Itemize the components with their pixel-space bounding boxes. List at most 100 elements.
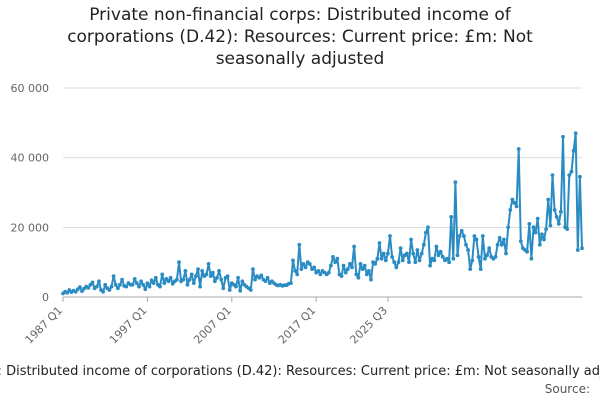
chart-title-line: seasonally adjusted [215,49,385,69]
data-point [510,197,515,202]
x-axis-ticks: 1987 Q1 1997 Q1 2007 Q1 2017 Q1 2025 Q3 [23,297,390,346]
data-point [253,277,257,282]
y-tick-label: 60 000 [11,82,50,95]
data-point [143,287,148,292]
data-point [462,234,466,238]
data-point [213,279,217,284]
data-point [512,201,517,205]
y-axis-ticks: 0 20 000 40 000 60 000 [11,82,50,304]
data-point [394,265,399,270]
data-point [118,282,122,287]
data-point [217,269,222,273]
data-point [297,242,302,247]
data-point [339,274,344,278]
data-point [373,262,378,266]
data-point [151,281,156,285]
data-point [116,286,120,291]
chart-title-line: Private non-financial corps: Distributed… [89,5,511,25]
data-point [307,262,312,266]
data-point [567,173,572,178]
data-point [445,256,449,261]
data-point [251,267,255,271]
data-point [335,256,340,261]
data-point [556,222,561,226]
data-point [333,260,338,265]
data-point [113,282,118,287]
data-point [544,227,548,232]
data-point [573,131,578,136]
data-point [326,270,331,275]
data-point [396,260,401,265]
data-point [86,286,91,290]
data-point [381,251,386,256]
data-point [407,260,411,265]
data-point [455,253,460,258]
data-point [466,248,470,252]
data-point [480,234,485,238]
data-point [424,230,428,235]
data-point [405,251,409,256]
data-point [390,255,394,259]
data-point [533,230,538,235]
data-point [299,267,304,271]
y-tick-label: 0 [42,291,49,304]
data-point [80,289,84,293]
data-point [293,269,297,273]
data-point [221,286,226,291]
data-point [476,255,481,259]
data-point [331,255,335,259]
data-point [362,263,367,268]
data-point [170,281,175,286]
data-point [168,275,173,280]
chart-title-line: corporations (D.42): Resources: Current … [67,27,533,47]
data-point [78,285,82,290]
data-point [185,282,190,287]
data-point [160,272,165,277]
gridlines [63,87,582,228]
data-point [130,282,135,287]
data-point [426,225,430,230]
data-point [90,280,95,285]
data-point [316,269,321,273]
data-point [529,256,534,261]
data-point [356,275,361,280]
data-point [238,288,243,293]
data-point [101,289,105,294]
data-point [428,263,432,268]
data-point [415,248,420,252]
data-point [386,251,390,256]
y-tick-label: 20 000 [11,221,50,234]
data-point [134,281,139,285]
data-point [352,244,356,249]
data-point [438,249,443,254]
data-point [516,147,521,151]
data-point [227,288,232,292]
data-point [483,256,487,261]
data-point [187,277,192,282]
data-point [137,284,141,289]
data-point [468,267,473,271]
data-point [377,241,382,245]
data-point [318,272,323,277]
data-point [457,234,462,238]
data-point [388,234,392,238]
data-point [398,246,403,251]
data-point [421,242,426,247]
data-point [103,282,108,287]
data-point [345,267,350,271]
data-point [485,253,489,258]
data-point [139,279,144,284]
data-point [434,244,439,249]
data-point [166,279,171,284]
data-point [447,260,451,265]
data-point [329,263,333,268]
data-point [559,209,563,214]
x-tick-label: 1997 Q1 [107,304,150,347]
data-point [502,237,506,242]
data-point [537,242,542,247]
data-point [303,265,308,270]
data-point [200,269,205,273]
data-point [409,237,413,242]
data-point [546,197,551,202]
